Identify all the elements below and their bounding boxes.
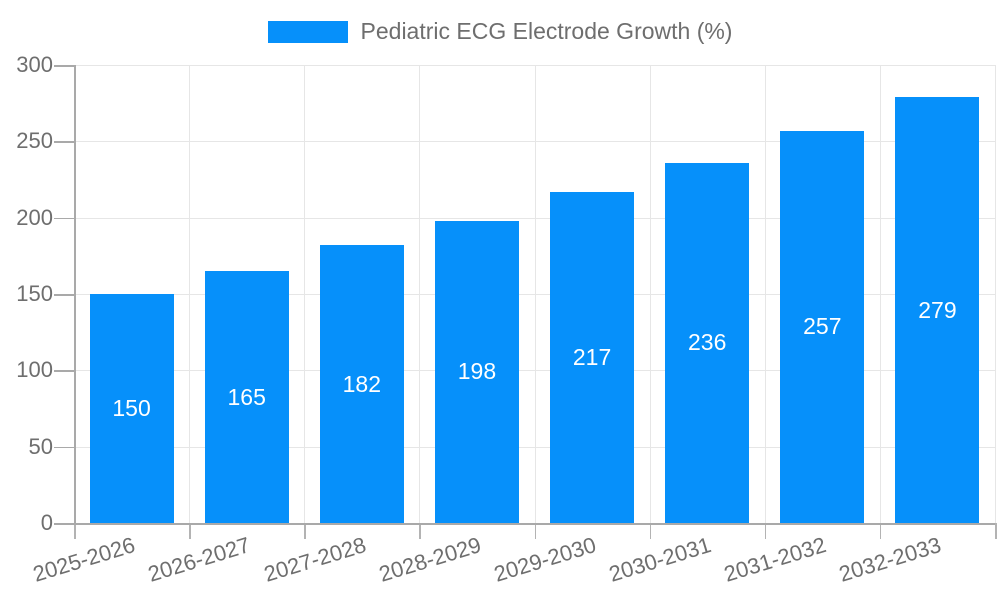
bar-value-label: 217 [572, 343, 612, 370]
bar[interactable]: 198 [434, 220, 519, 523]
bar[interactable]: 257 [780, 130, 865, 523]
gridline-vertical [304, 65, 306, 523]
gridline-vertical [649, 65, 651, 523]
x-axis-label: 2028-2029 [375, 532, 484, 587]
x-axis-tick [189, 523, 191, 539]
y-axis-line [74, 65, 76, 523]
bar-value-label: 182 [342, 370, 381, 397]
y-axis-tick [54, 370, 74, 372]
x-axis-label: 2027-2028 [260, 532, 369, 587]
x-axis-tick [995, 523, 997, 539]
y-axis-label: 100 [16, 357, 53, 383]
y-axis-tick [54, 446, 74, 449]
y-axis-tick [54, 294, 74, 296]
legend: Pediatric ECG Electrode Growth (%) [0, 20, 1000, 43]
gridline-vertical [879, 65, 881, 523]
x-axis-label: 2030-2031 [605, 532, 714, 587]
gridline-vertical [189, 65, 191, 523]
bar[interactable]: 279 [895, 97, 980, 523]
y-axis-label: 250 [16, 128, 53, 154]
y-axis-label: 0 [40, 510, 53, 535]
bar[interactable]: 182 [319, 245, 404, 523]
x-axis-label: 2029-2030 [490, 532, 599, 587]
legend-label: Pediatric ECG Electrode Growth (%) [360, 18, 733, 44]
x-axis-label: 2031-2032 [721, 532, 830, 587]
x-axis-tick [649, 523, 652, 539]
x-axis-label: 2032-2033 [836, 532, 945, 587]
x-axis-tick [879, 523, 882, 539]
x-axis-tick [419, 523, 421, 539]
x-axis-label: 2025-2026 [30, 532, 139, 587]
bar-value-label: 150 [112, 395, 151, 421]
gridline-vertical [419, 65, 421, 523]
gridline-vertical [534, 65, 536, 523]
x-axis-tick [304, 523, 306, 539]
bar-value-label: 257 [803, 313, 842, 340]
y-axis-label: 150 [16, 281, 53, 306]
gridline-vertical [995, 65, 996, 523]
x-axis-label: 2026-2027 [145, 532, 254, 587]
bar[interactable]: 236 [665, 162, 750, 523]
y-axis-label: 50 [28, 433, 53, 459]
x-axis-tick [74, 523, 76, 539]
legend-swatch [267, 20, 348, 43]
bar-value-label: 165 [227, 383, 266, 410]
bar-value-label: 198 [457, 358, 497, 385]
y-axis-tick [54, 523, 74, 525]
bar[interactable]: 217 [550, 191, 635, 523]
y-axis-label: 300 [16, 52, 53, 77]
x-axis-tick [764, 523, 767, 539]
gridline-vertical [764, 65, 766, 523]
y-axis-tick [54, 217, 74, 220]
bar[interactable]: 150 [89, 294, 174, 523]
x-axis-line [74, 523, 995, 525]
x-axis-tick [534, 523, 536, 539]
bar-value-label: 236 [688, 329, 727, 356]
bar-value-label: 279 [918, 296, 957, 323]
y-axis-tick [54, 65, 74, 67]
y-axis-tick [54, 141, 74, 143]
bar[interactable]: 165 [204, 271, 289, 523]
y-axis-label: 200 [16, 204, 53, 230]
